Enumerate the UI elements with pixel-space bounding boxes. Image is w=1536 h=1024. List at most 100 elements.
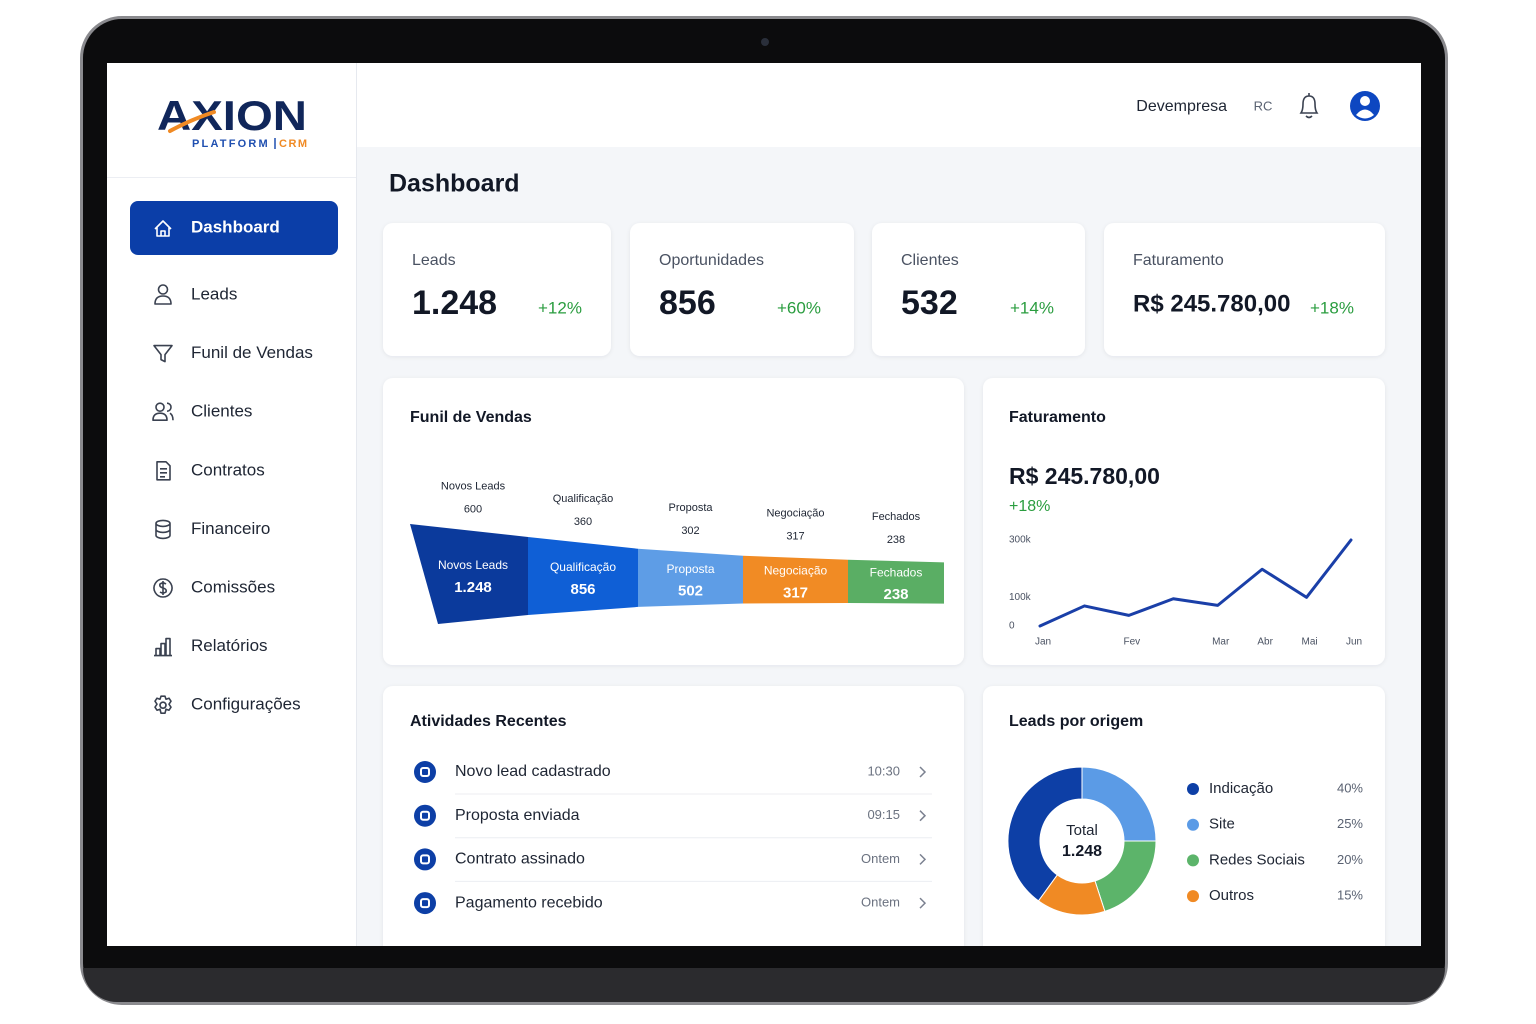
nav-label[interactable]: Relatórios [191, 636, 268, 655]
funnel-top-value: 360 [574, 516, 592, 528]
donut-center-label: Total [1066, 822, 1098, 839]
kpi-label: Leads [412, 252, 456, 269]
nav-icon [154, 284, 172, 305]
revenue-total: R$ 245.780,00 [1009, 463, 1160, 489]
activity-icon [414, 761, 436, 783]
y-tick-label: 300k [1009, 535, 1032, 546]
funnel-segment [410, 524, 528, 624]
revenue-change: +18% [1009, 498, 1050, 515]
nav-icon [154, 695, 172, 715]
kpi-value: 532 [901, 284, 958, 322]
nav-item[interactable]: Configurações [154, 695, 301, 715]
nav-item[interactable]: Contratos [156, 460, 265, 481]
funnel-stage-label: Negociação [764, 564, 828, 578]
x-tick-label: Jan [1035, 637, 1051, 648]
legend-value: 25% [1337, 816, 1363, 831]
funnel-top-value: 238 [887, 534, 905, 546]
nav-item[interactable]: Funil de Vendas [153, 343, 313, 363]
activities-title: Atividades Recentes [410, 713, 567, 730]
legend-label: Indicação [1209, 780, 1273, 797]
kpi-change: +60% [777, 298, 821, 317]
card [872, 223, 1085, 356]
activity-row[interactable]: Proposta enviada 09:15 [414, 804, 927, 827]
nav-label[interactable]: Configurações [191, 695, 301, 714]
nav-item[interactable]: Leads [154, 284, 237, 305]
nav-item[interactable]: Dashboard [154, 217, 280, 237]
nav-label[interactable]: Comissões [191, 577, 275, 596]
kpi-label: Clientes [901, 252, 959, 269]
kpi-value: R$ 245.780,00 [1133, 290, 1290, 317]
page-title: Dashboard [389, 170, 520, 198]
activity-icon-inner [420, 898, 430, 909]
funnel-value-label: 238 [883, 586, 908, 603]
chevron [919, 810, 927, 822]
nav-item[interactable]: Relatórios [154, 636, 268, 657]
funnel-value-label: 856 [570, 581, 595, 598]
activity-icon-inner [420, 810, 430, 821]
top-bar [357, 63, 1421, 147]
activity-time: Ontem [861, 851, 900, 866]
nav-icon [153, 578, 173, 598]
donut-center-value: 1.248 [1062, 843, 1102, 860]
funnel-segment [743, 555, 848, 604]
activity-icon-inner [420, 854, 430, 865]
donut-hole [1040, 799, 1124, 883]
x-tick-label: Abr [1257, 637, 1273, 648]
funnel-top-label: Fechados [872, 511, 921, 523]
funnel-segment [528, 536, 638, 615]
x-tick-label: Fev [1124, 637, 1141, 648]
chevron [919, 853, 927, 865]
camera [761, 38, 769, 46]
kpi-change: +18% [1310, 298, 1354, 317]
logo-tagline-left: PLATFORM [192, 138, 270, 150]
legend-dot [1187, 818, 1199, 831]
bell-icon[interactable] [1299, 93, 1319, 119]
x-tick-label: Mai [1302, 637, 1318, 648]
kpi-value: 1.248 [412, 284, 497, 322]
chevron [919, 897, 927, 909]
activity-icon [414, 892, 436, 915]
activity-icon [414, 804, 436, 827]
nav-item[interactable]: Clientes [152, 402, 252, 422]
activity-time: 09:15 [867, 807, 900, 822]
nav-label[interactable]: Financeiro [191, 519, 270, 538]
company-name: Devempresa [1136, 98, 1227, 115]
activity-text: Pagamento recebido [455, 894, 603, 911]
nav-active-bg [130, 201, 338, 255]
legend-value: 40% [1337, 780, 1363, 795]
nav-label[interactable]: Dashboard [191, 217, 280, 236]
screen: AXION PLATFORM CRM Dashboard Leads Funil de V… [107, 63, 1421, 946]
user-initials: RC [1254, 98, 1273, 113]
funnel-stage-label: Qualificação [550, 560, 616, 574]
activity-text: Novo lead cadastrado [455, 763, 611, 780]
nav-label[interactable]: Clientes [191, 402, 252, 421]
nav-label[interactable]: Contratos [191, 460, 265, 479]
nav-item[interactable]: Financeiro [155, 519, 270, 540]
y-tick-label: 100k [1009, 592, 1032, 603]
kpi-value: 856 [659, 284, 716, 322]
x-tick-label: Mar [1212, 637, 1230, 648]
nav-label[interactable]: Funil de Vendas [191, 343, 313, 362]
nav-label[interactable]: Leads [191, 284, 237, 303]
activity-row[interactable]: Novo lead cadastrado 10:30 [414, 761, 927, 783]
donut-segment [1037, 874, 1106, 916]
card [383, 223, 611, 356]
activity-icon [414, 848, 436, 871]
chevron [919, 766, 927, 778]
nav-item[interactable]: Comissões [153, 577, 275, 598]
nav-icon [156, 460, 171, 481]
activity-row[interactable]: Pagamento recebido Ontem [414, 892, 927, 915]
funnel-segment [848, 559, 944, 604]
activity-row[interactable]: Contrato assinado Ontem [414, 848, 927, 871]
kpi-label: Oportunidades [659, 252, 764, 269]
logo-brand: AXION [157, 92, 307, 139]
chart-title: Funil de Vendas [410, 409, 532, 426]
y-tick-label: 0 [1009, 621, 1015, 632]
nav-icon [154, 220, 172, 237]
funnel-value-label: 502 [678, 583, 703, 600]
x-tick-label: Jun [1346, 637, 1362, 648]
card [1104, 223, 1385, 356]
activity-text: Proposta enviada [455, 807, 580, 824]
card [983, 378, 1385, 665]
